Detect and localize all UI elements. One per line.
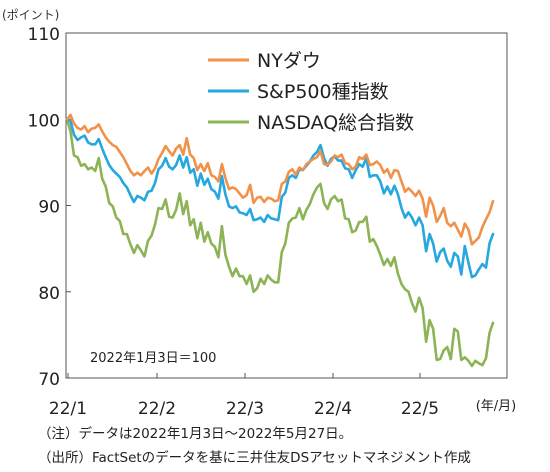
y-tick-label: 70 <box>38 370 60 390</box>
y-tick-label: 100 <box>28 111 60 131</box>
source-note: （出所）FactSetのデータを基に三井住友DSアセットマネジメント作成 <box>38 450 471 466</box>
series-line-0 <box>65 113 495 246</box>
series-line-1 <box>65 118 495 279</box>
y-tick-label: 80 <box>38 284 60 304</box>
y-tick-label: 90 <box>38 198 60 218</box>
x-tick-label: 22/5 <box>401 399 439 419</box>
y-tick-label: 110 <box>28 25 60 45</box>
legend-label: NYダウ <box>257 50 321 72</box>
series-line-2 <box>65 118 495 368</box>
x-axis-unit-label: (年/月) <box>476 399 517 414</box>
x-tick-label: 22/1 <box>49 399 87 419</box>
x-tick-label: 22/3 <box>226 399 264 419</box>
base-date-note: 2022年1月3日＝100 <box>90 351 216 366</box>
x-tick-label: 22/4 <box>314 399 352 419</box>
legend-label: S&P500種指数 <box>257 81 389 103</box>
legend-label: NASDAQ総合指数 <box>257 112 414 134</box>
y-axis-unit-label: (ポイント) <box>2 8 60 22</box>
data-period-note: （注）データは2022年1月3日～2022年5月27日。 <box>38 426 353 442</box>
x-tick-label: 22/2 <box>138 399 176 419</box>
